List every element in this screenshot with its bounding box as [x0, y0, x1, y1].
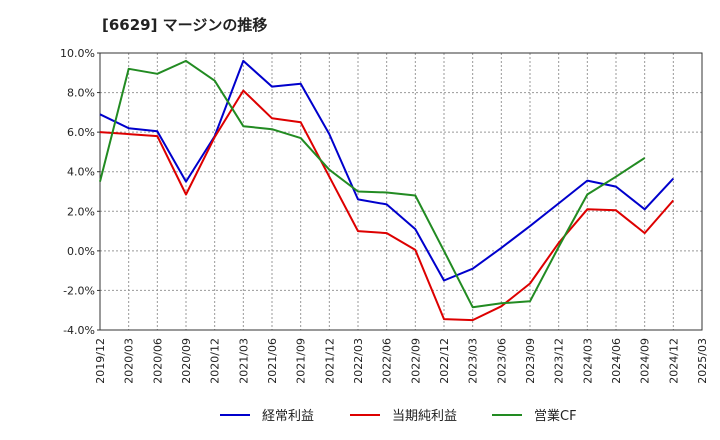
chart-title: [6629] マージンの推移 [102, 16, 268, 34]
x-tick-label: 2019/12 [94, 338, 107, 384]
x-tick-label: 2022/06 [381, 338, 394, 384]
x-tick-label: 2021/03 [237, 338, 250, 384]
y-tick-label: 6.0% [67, 126, 95, 139]
y-tick-label: 4.0% [67, 166, 95, 179]
x-tick-label: 2024/09 [639, 338, 652, 384]
x-tick-label: 2021/06 [266, 338, 279, 384]
x-tick-label: 2022/09 [409, 338, 422, 384]
series-line-営業CF [99, 59, 646, 309]
plot-frame [99, 52, 703, 331]
y-tick-label: -2.0% [63, 284, 95, 297]
x-tick-label: 2021/09 [295, 338, 308, 384]
x-tick-label: 2023/09 [524, 338, 537, 384]
y-tick-label: 2.0% [67, 205, 95, 218]
x-tick-label: 2023/03 [467, 338, 480, 384]
x-tick-label: 2022/03 [352, 338, 365, 384]
x-tick-label: 2024/12 [667, 338, 680, 384]
x-tick-label: 2022/12 [438, 338, 451, 384]
x-tick-label: 2023/06 [495, 338, 508, 384]
series-line-当期純利益 [99, 89, 675, 322]
legend-label: 当期純利益 [392, 409, 457, 424]
legend-label: 経常利益 [262, 409, 314, 424]
x-tick-label: 2020/09 [180, 338, 193, 384]
x-tick-label: 2024/06 [610, 338, 623, 384]
legend-label: 営業CF [534, 408, 577, 424]
x-tick-label: 2024/03 [581, 338, 594, 384]
x-tick-label: 2021/12 [323, 338, 336, 384]
x-tick-label: 2020/06 [151, 338, 164, 384]
y-tick-label: -4.0% [63, 324, 95, 337]
plot-area [100, 53, 702, 330]
x-tick-label: 2025/03 [696, 338, 709, 384]
series-line-経常利益 [99, 59, 675, 282]
y-tick-label: 0.0% [67, 245, 95, 258]
x-tick-label: 2023/12 [553, 338, 566, 384]
x-tick-label: 2020/12 [209, 338, 222, 384]
x-tick-label: 2020/03 [123, 338, 136, 384]
y-tick-label: 8.0% [67, 87, 95, 100]
y-tick-label: 10.0% [60, 47, 95, 60]
